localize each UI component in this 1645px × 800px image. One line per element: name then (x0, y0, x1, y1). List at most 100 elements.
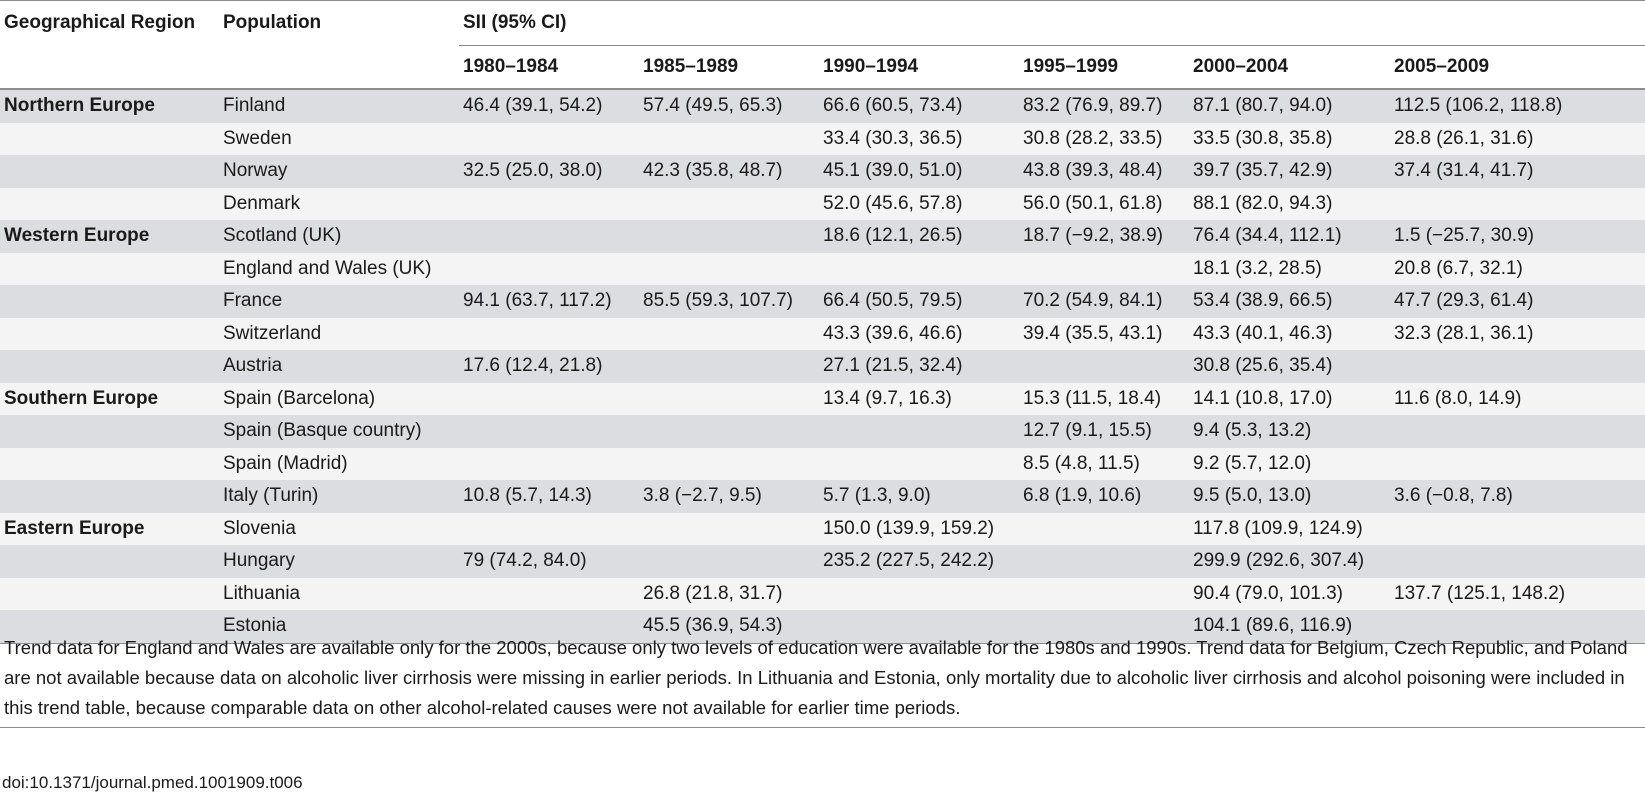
region-cell: Southern Europe (0, 382, 219, 415)
header-sii: SII (95% CI) (459, 0, 1645, 46)
sii-value-cell: 10.8 (5.7, 14.3) (459, 480, 639, 513)
header-period: 1990–1994 (819, 45, 1019, 89)
table-row: Southern Europe Spain (Barcelona) 13.4 (9.… (0, 382, 1645, 415)
region-cell (0, 610, 219, 644)
sii-value-cell (639, 512, 819, 545)
sii-value-cell: 112.5 (106.2, 118.8) (1390, 89, 1645, 123)
sii-value-cell (1390, 187, 1645, 220)
sii-value-cell: 20.8 (6.7, 32.1) (1390, 252, 1645, 285)
sii-value-cell (459, 415, 639, 448)
sii-value-cell: 18.6 (12.1, 26.5) (819, 220, 1019, 253)
sii-value-cell: 45.1 (39.0, 51.0) (819, 155, 1019, 188)
region-cell (0, 350, 219, 383)
sii-value-cell: 43.3 (39.6, 46.6) (819, 317, 1019, 350)
header-period: 2005–2009 (1390, 45, 1645, 89)
region-cell (0, 415, 219, 448)
sii-value-cell: 45.5 (36.9, 54.3) (639, 610, 819, 644)
sii-value-cell (639, 447, 819, 480)
region-cell (0, 577, 219, 610)
table-row: Sweden 33.4 (30.3, 36.5) 30.8 (28.2, 33.5)… (0, 122, 1645, 155)
sii-value-cell: 13.4 (9.7, 16.3) (819, 382, 1019, 415)
sii-value-cell: 8.5 (4.8, 11.5) (1019, 447, 1189, 480)
table-row: Spain (Madrid) 8.5 (4.8, 11.5) 9.2 (5.7, 1… (0, 447, 1645, 480)
region-cell (0, 155, 219, 188)
sii-value-cell: 104.1 (89.6, 116.9) (1189, 610, 1390, 644)
table-row: Northern Europe Finland 46.4 (39.1, 54.2) 5… (0, 89, 1645, 123)
sii-value-cell: 53.4 (38.9, 66.5) (1189, 285, 1390, 318)
doi-divider (0, 727, 1645, 728)
sii-value-cell (639, 187, 819, 220)
sii-value-cell: 6.8 (1.9, 10.6) (1019, 480, 1189, 513)
table-body: Northern Europe Finland 46.4 (39.1, 54.2) 5… (0, 89, 1645, 644)
sii-value-cell (819, 415, 1019, 448)
population-cell: Scotland (UK) (219, 220, 459, 253)
header-geo-region: Geographical Region (0, 0, 219, 46)
sii-value-cell (1390, 512, 1645, 545)
sii-value-cell: 30.8 (28.2, 33.5) (1019, 122, 1189, 155)
sii-value-cell: 299.9 (292.6, 307.4) (1189, 545, 1390, 578)
sii-value-cell: 43.3 (40.1, 46.3) (1189, 317, 1390, 350)
sii-value-cell (639, 350, 819, 383)
sii-value-cell: 90.4 (79.0, 101.3) (1189, 577, 1390, 610)
sii-value-cell (819, 577, 1019, 610)
table-row: Hungary 79 (74.2, 84.0) 235.2 (227.5, 242.… (0, 545, 1645, 578)
population-cell: Norway (219, 155, 459, 188)
region-cell (0, 122, 219, 155)
header-period: 1980–1984 (459, 45, 639, 89)
population-cell: Italy (Turin) (219, 480, 459, 513)
sii-value-cell (1019, 610, 1189, 644)
header-period: 2000–2004 (1189, 45, 1390, 89)
header-population: Population (219, 0, 459, 46)
sii-value-cell: 12.7 (9.1, 15.5) (1019, 415, 1189, 448)
sii-value-cell: 70.2 (54.9, 84.1) (1019, 285, 1189, 318)
sii-value-cell: 79 (74.2, 84.0) (459, 545, 639, 578)
sii-value-cell (459, 512, 639, 545)
table-row: France 94.1 (63.7, 117.2) 85.5 (59.3, 107.… (0, 285, 1645, 318)
region-cell (0, 317, 219, 350)
table-footnote: Trend data for England and Wales are ava… (4, 637, 1628, 718)
sii-value-cell (639, 122, 819, 155)
sii-value-cell: 18.1 (3.2, 28.5) (1189, 252, 1390, 285)
sii-value-cell: 85.5 (59.3, 107.7) (639, 285, 819, 318)
sii-value-cell (459, 317, 639, 350)
sii-value-cell: 11.6 (8.0, 14.9) (1390, 382, 1645, 415)
sii-value-cell: 83.2 (76.9, 89.7) (1019, 89, 1189, 123)
sii-value-cell (1390, 610, 1645, 644)
sii-value-cell (459, 252, 639, 285)
sii-value-cell: 14.1 (10.8, 17.0) (1189, 382, 1390, 415)
sii-value-cell (459, 577, 639, 610)
header-blank (0, 46, 219, 90)
sii-value-cell: 18.7 (−9.2, 38.9) (1019, 220, 1189, 253)
table-row: Norway 32.5 (25.0, 38.0) 42.3 (35.8, 48.7)… (0, 155, 1645, 188)
sii-value-cell (1019, 252, 1189, 285)
sii-value-cell (1019, 577, 1189, 610)
sii-value-cell: 39.7 (35.7, 42.9) (1189, 155, 1390, 188)
sii-value-cell: 117.8 (109.9, 124.9) (1189, 512, 1390, 545)
sii-value-cell: 33.5 (30.8, 35.8) (1189, 122, 1390, 155)
population-cell: France (219, 285, 459, 318)
sii-value-cell: 43.8 (39.3, 48.4) (1019, 155, 1189, 188)
header-period: 1985–1989 (639, 45, 819, 89)
sii-value-cell: 47.7 (29.3, 61.4) (1390, 285, 1645, 318)
region-cell (0, 252, 219, 285)
table-row: Austria 17.6 (12.4, 21.8) 27.1 (21.5, 32.4… (0, 350, 1645, 383)
sii-value-cell (459, 610, 639, 644)
sii-value-cell (1390, 545, 1645, 578)
sii-value-cell: 26.8 (21.8, 31.7) (639, 577, 819, 610)
sii-value-cell (1019, 512, 1189, 545)
population-cell: Austria (219, 350, 459, 383)
sii-value-cell (1390, 447, 1645, 480)
header-row-2: 1980–1984 1985–1989 1990–1994 1995–1999 … (0, 45, 1645, 90)
population-cell: Sweden (219, 122, 459, 155)
header-period: 1995–1999 (1019, 45, 1189, 89)
sii-value-cell (1019, 545, 1189, 578)
sii-value-cell: 87.1 (80.7, 94.0) (1189, 89, 1390, 123)
sii-value-cell: 76.4 (34.4, 112.1) (1189, 220, 1390, 253)
sii-value-cell: 32.3 (28.1, 36.1) (1390, 317, 1645, 350)
sii-value-cell: 39.4 (35.5, 43.1) (1019, 317, 1189, 350)
sii-value-cell: 3.8 (−2.7, 9.5) (639, 480, 819, 513)
doi-label: doi:10.1371/journal.pmed.1001909.t006 (2, 773, 303, 792)
region-cell: Western Europe (0, 220, 219, 253)
sii-value-cell: 66.4 (50.5, 79.5) (819, 285, 1019, 318)
sii-value-cell (459, 122, 639, 155)
